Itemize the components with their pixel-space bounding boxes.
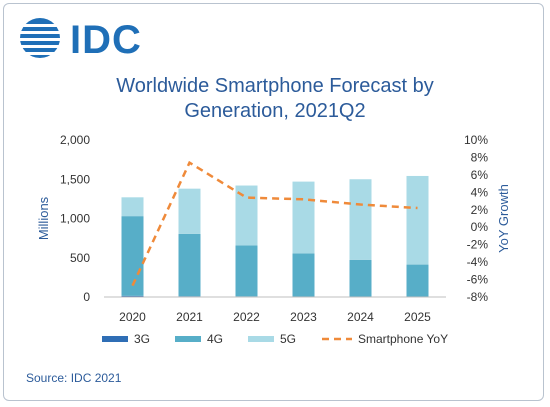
x-tick-label: 2021 (176, 310, 203, 324)
bar-4g-2022 (235, 245, 258, 297)
y2-tick-label: -8% (467, 290, 489, 304)
bar-4g-2025 (406, 264, 429, 297)
legend-label: 4G (207, 332, 223, 346)
legend-swatch-5g (248, 336, 274, 342)
bar-5g-2022 (235, 185, 258, 246)
x-tick-label: 2022 (233, 310, 260, 324)
y2-axis-label: YoY Growth (496, 184, 511, 253)
bar-5g-2021 (178, 188, 201, 234)
bar-4g-2021 (178, 233, 201, 297)
chart-title-line-1: Worldwide Smartphone Forecast by (116, 75, 434, 97)
bar-5g-2025 (406, 175, 429, 265)
bar-5g-2023 (292, 181, 315, 254)
y2-tick-label: 10% (464, 133, 488, 147)
y2-tick-label: -2% (467, 238, 489, 252)
y2-tick-label: 6% (471, 168, 489, 182)
y-tick-label: 1,500 (60, 172, 90, 186)
x-tick-label: 2025 (404, 310, 431, 324)
y-tick-label: 500 (70, 251, 90, 265)
chart-title: Worldwide Smartphone Forecast by Generat… (0, 74, 550, 124)
y-tick-label: 1,000 (60, 212, 90, 226)
logo-text: IDC (70, 18, 142, 62)
bar-4g-2023 (292, 253, 315, 297)
legend-swatch-3g (102, 336, 128, 342)
y2-tick-label: -6% (467, 273, 489, 287)
legend-label: 3G (134, 332, 150, 346)
bar-4g-2024 (349, 259, 372, 297)
x-tick-label: 2023 (290, 310, 317, 324)
globe-icon (18, 18, 64, 58)
chart-frame (3, 3, 544, 401)
y-axis-label: Millions (36, 196, 51, 240)
y2-tick-label: -4% (467, 255, 489, 269)
bar-3g-2020 (121, 295, 144, 297)
yoy-line (131, 160, 418, 287)
bar-5g-2024 (349, 179, 372, 260)
y2-tick-label: 8% (471, 150, 489, 164)
x-tick-label: 2024 (347, 310, 374, 324)
legend-swatch-4g (175, 336, 201, 342)
bar-4g-2020 (121, 216, 144, 296)
y-tick-label: 0 (83, 290, 90, 304)
y2-tick-label: 0% (471, 220, 489, 234)
legend-label: 5G (280, 332, 296, 346)
y2-tick-label: 2% (471, 203, 489, 217)
idc-logo: IDC (18, 16, 148, 64)
x-tick-label: 2020 (119, 310, 146, 324)
y2-tick-label: 4% (471, 185, 489, 199)
legend-label: Smartphone YoY (358, 332, 448, 346)
source-note: Source: IDC 2021 (26, 371, 122, 385)
bar-5g-2020 (121, 197, 144, 217)
chart-title-line-2: Generation, 2021Q2 (184, 100, 366, 122)
y-tick-label: 2,000 (60, 133, 90, 147)
